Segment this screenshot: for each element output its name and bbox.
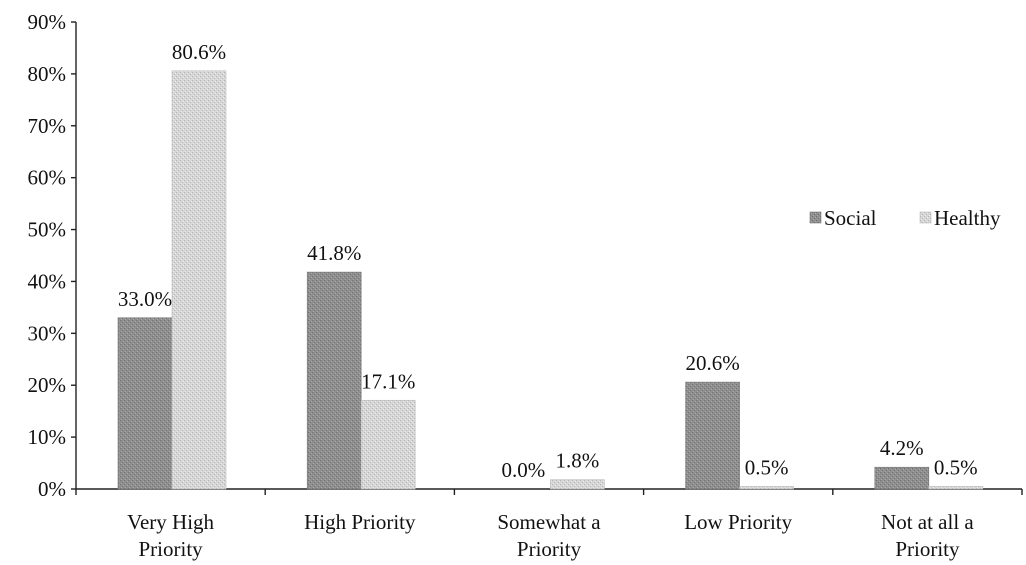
data-label: 0.5% [934, 455, 978, 479]
bar-healthy [550, 479, 605, 490]
bar-healthy [360, 399, 416, 490]
legend-swatch-healthy [919, 211, 932, 224]
bar-healthy [928, 486, 984, 490]
category-label: Priority [139, 537, 204, 561]
data-label: 80.6% [172, 40, 226, 64]
bar-healthy [171, 70, 227, 490]
bar-social [306, 271, 362, 490]
category-label: Low Priority [684, 510, 792, 534]
bar-healthy [739, 486, 794, 490]
y-tick-label: 0% [38, 477, 66, 501]
data-label: 4.2% [880, 436, 924, 460]
y-tick-label: 40% [28, 269, 67, 293]
y-tick-label: 20% [28, 373, 67, 397]
y-tick-label: 50% [28, 218, 67, 242]
data-label: 1.8% [556, 449, 600, 473]
category-label: Priority [895, 537, 960, 561]
category-label: Not at all a [881, 510, 974, 534]
y-tick-label: 60% [28, 166, 67, 190]
category-label: Very High [127, 510, 214, 534]
y-tick-label: 30% [28, 321, 67, 345]
category-label: High Priority [304, 510, 416, 534]
data-label: 17.1% [361, 369, 415, 393]
data-label: 20.6% [685, 351, 739, 375]
category-label: Somewhat a [497, 510, 601, 534]
data-label: 0.0% [502, 458, 546, 482]
data-label: 33.0% [118, 287, 172, 311]
legend-label-healthy: Healthy [934, 206, 1001, 230]
y-tick-label: 90% [28, 10, 67, 34]
bar-social [874, 466, 930, 490]
y-tick-label: 10% [28, 425, 67, 449]
bar-social [685, 381, 740, 490]
y-tick-label: 80% [28, 62, 67, 86]
legend-swatch-social [809, 211, 822, 224]
legend-label-social: Social [824, 206, 877, 230]
data-label: 0.5% [745, 455, 789, 479]
bar-social [117, 317, 173, 490]
category-label: Priority [517, 537, 582, 561]
data-label: 41.8% [307, 241, 361, 265]
y-tick-label: 70% [28, 114, 67, 138]
